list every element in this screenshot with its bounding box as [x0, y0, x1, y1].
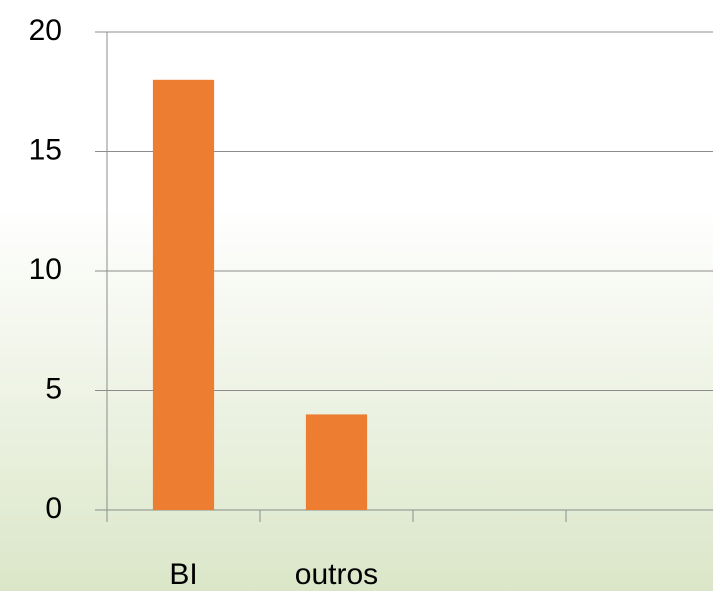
y-tick-label: 5 [45, 372, 62, 405]
y-tick-label: 15 [29, 133, 62, 166]
x-tick-label: outros [295, 558, 378, 591]
bar [305, 414, 368, 510]
y-tick-label: 0 [45, 492, 62, 525]
y-tick-label: 20 [29, 14, 62, 47]
y-tick-label: 10 [29, 253, 62, 286]
x-tick-label: BI [169, 558, 197, 591]
bar [152, 79, 215, 511]
